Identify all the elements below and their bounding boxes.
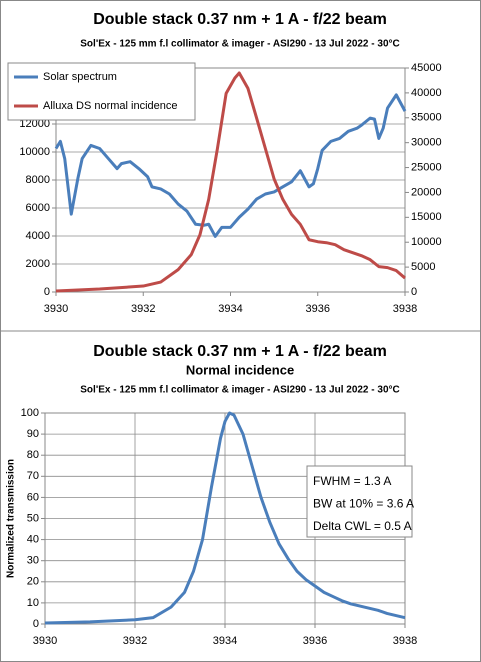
y2-tick-label: 25000 (411, 161, 442, 173)
legend (7, 62, 196, 121)
y2-tick-label: 10000 (411, 236, 442, 248)
annotation: BW at 10% = 3.6 A (313, 497, 414, 511)
x-tick-label: 3936 (306, 303, 330, 315)
y-tick-label: 60 (27, 491, 39, 503)
annotation: FWHM = 1.3 A (313, 474, 391, 488)
x-tick-label: 3930 (44, 303, 68, 315)
series-line (55, 71, 406, 293)
y2-tick-label: 20000 (411, 186, 442, 198)
y2-tick-label: 30000 (411, 137, 442, 149)
y-tick-label: 50 (27, 512, 39, 524)
y-tick-label: 10000 (19, 146, 50, 158)
y2-tick-label: 15000 (411, 211, 442, 223)
y-tick-label: 90 (27, 428, 39, 440)
chart-title: Double stack 0.37 nm + 1 A - f/22 beam (93, 343, 387, 360)
chart-subtitle: Sol'Ex - 125 mm f.l collimator & imager … (80, 39, 399, 50)
y-tick-label: 10 (27, 597, 39, 609)
y-axis-label: Normalized transmission (6, 459, 17, 578)
chart-subtitle: Sol'Ex - 125 mm f.l collimator & imager … (80, 385, 399, 396)
plot-area (55, 67, 406, 293)
chart-subtitle: Normal incidence (186, 362, 294, 377)
y2-tick-label: 35000 (411, 112, 442, 124)
y-tick-label: 12000 (19, 118, 50, 130)
series-line (54, 93, 407, 238)
x-tick-label: 3932 (131, 303, 155, 315)
x-tick-label: 3938 (393, 635, 417, 647)
y-tick-label: 20 (27, 576, 39, 588)
y-tick-label: 0 (44, 286, 50, 298)
y2-tick-label: 40000 (411, 87, 442, 99)
y-tick-label: 4000 (26, 230, 50, 242)
legend-label: Solar spectrum (43, 71, 117, 83)
y2-tick-label: 45000 (411, 62, 442, 74)
y-tick-label: 2000 (26, 258, 50, 270)
x-tick-label: 3932 (123, 635, 147, 647)
x-tick-label: 3930 (33, 635, 57, 647)
chart-title: Double stack 0.37 nm + 1 A - f/22 beam (93, 11, 387, 28)
annotation: Delta CWL = 0.5 A (313, 519, 412, 533)
y-tick-label: 0 (33, 618, 39, 630)
y2-tick-label: 5000 (411, 261, 435, 273)
y-tick-label: 80 (27, 449, 39, 461)
y-tick-label: 6000 (26, 202, 50, 214)
x-tick-label: 3938 (393, 303, 417, 315)
series-line (44, 411, 406, 625)
x-tick-label: 3934 (218, 303, 242, 315)
x-tick-label: 3934 (213, 635, 237, 647)
y-tick-label: 8000 (26, 174, 50, 186)
x-tick-label: 3936 (303, 635, 327, 647)
annotation-box (306, 465, 413, 538)
y-tick-label: 100 (21, 407, 39, 419)
y2-tick-label: 0 (411, 286, 417, 298)
y-tick-label: 30 (27, 555, 39, 567)
y-tick-label: 70 (27, 470, 39, 482)
y-tick-label: 40 (27, 534, 39, 546)
legend-label: Alluxa DS normal incidence (43, 100, 178, 112)
